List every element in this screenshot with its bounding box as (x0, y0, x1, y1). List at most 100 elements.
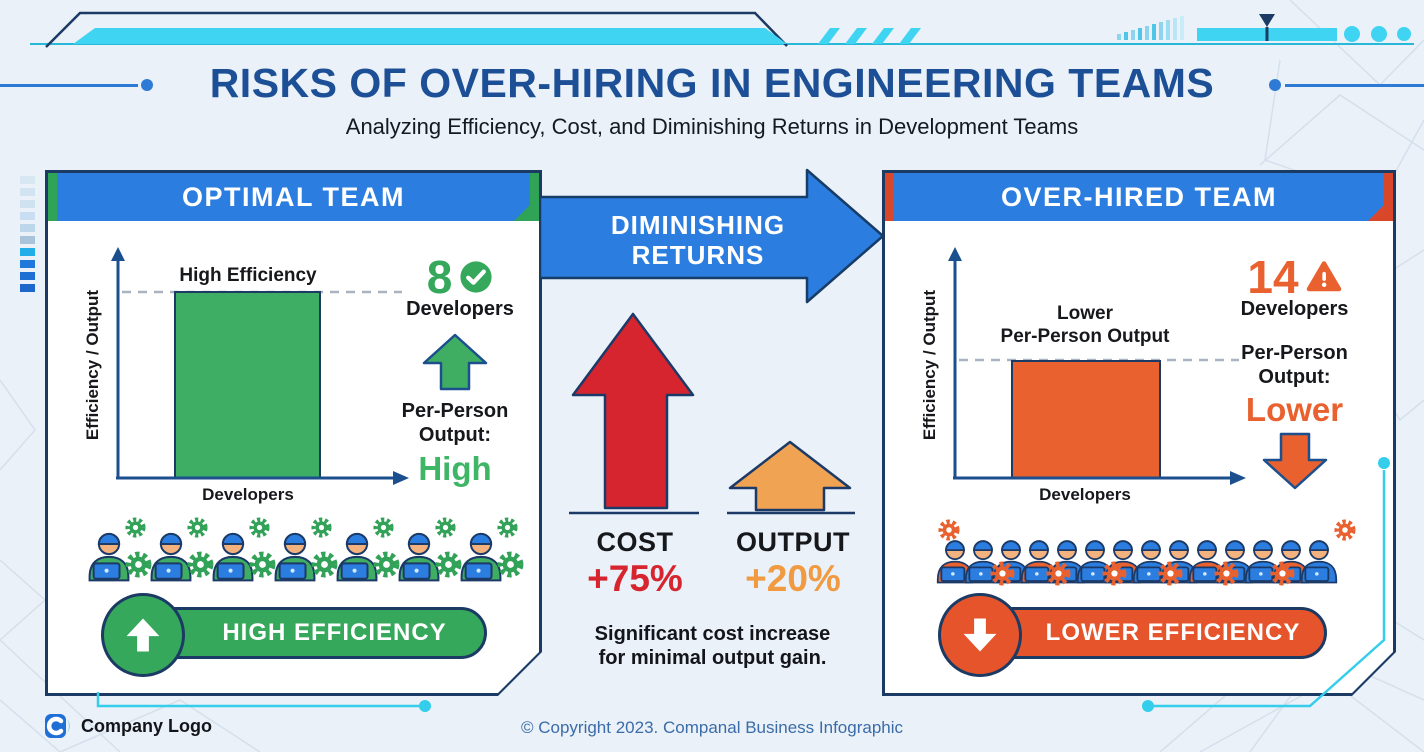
bar-annotation-2: Per-Person Output (1000, 326, 1170, 347)
developer-icon (460, 532, 502, 582)
over-hired-team-row (918, 515, 1362, 591)
up-arrow-icon (422, 333, 488, 391)
developer-unit (331, 515, 400, 591)
company-logo: Company Logo (44, 712, 212, 740)
title-dot-left (141, 79, 153, 91)
x-axis-label: Developers (202, 485, 294, 504)
diminishing-returns-label-1: DIMINISHING (610, 210, 786, 240)
developer-icon-wrap (1240, 535, 1286, 589)
optimal-team-panel: OPTIMAL TEAM Efficiency / Output High Ef… (45, 170, 542, 696)
gear-icon (125, 551, 152, 578)
per-person-label-2: Output: (418, 424, 492, 446)
copyright: © Copyright 2023. Companal Business Info… (520, 718, 904, 737)
gear-icon (1046, 561, 1071, 586)
gear-icon (373, 551, 400, 578)
side-ladder-decoration (20, 176, 35, 296)
header-bar (57, 173, 530, 221)
top-decoration (30, 11, 1414, 48)
x-axis-label: Developers (1039, 485, 1131, 504)
developer-unit (269, 515, 338, 591)
bar-annotation-1: Lower (1057, 303, 1113, 324)
cost-label: COST (596, 527, 674, 557)
gear-icon (1334, 519, 1356, 541)
over-hired-team-chart (948, 247, 1246, 485)
developer-unit (207, 515, 276, 591)
developer-unit (455, 515, 524, 591)
gear-icon (435, 517, 456, 538)
gear-icon (187, 551, 214, 578)
output-value: +20% (745, 558, 841, 599)
developer-icon (88, 532, 130, 582)
developer-icon-wrap (1128, 535, 1174, 589)
lower-efficiency-badge: LOWER EFFICIENCY (975, 607, 1327, 659)
ladder-step (20, 200, 35, 208)
ladder-step (20, 212, 35, 220)
company-logo-icon (45, 714, 70, 738)
ladder-step (20, 284, 35, 292)
gear-icon (497, 551, 524, 578)
developer-icon (398, 532, 440, 582)
developer-count: 14 (1222, 254, 1367, 300)
over-hired-team-header: OVER-HIRED TEAM (885, 173, 1393, 221)
gear-icon (1214, 561, 1239, 586)
gear-icon (938, 519, 960, 541)
optimal-team-chart (111, 247, 409, 485)
equalizer-bars-icon (1117, 16, 1184, 40)
gear-icon (249, 551, 276, 578)
gear-icon (1158, 561, 1183, 586)
developer-icon (1020, 540, 1058, 584)
warning-icon (1306, 261, 1341, 292)
gear-icon (311, 517, 332, 538)
gear-icon (249, 517, 270, 538)
developer-icon (1244, 540, 1282, 584)
cost-arrow (569, 312, 699, 515)
gear-icon (1102, 561, 1127, 586)
developer-icon-wrap (932, 535, 978, 589)
developer-icon (1300, 540, 1338, 584)
output-label: OUTPUT (736, 527, 850, 557)
note-line-1: Significant cost increase (594, 623, 831, 645)
developer-count-label: Developers (1240, 298, 1349, 320)
gear-icon (435, 551, 462, 578)
output-arrow (727, 440, 855, 515)
page-title: RISKS OF OVER-HIRING IN ENGINEERING TEAM… (209, 60, 1215, 106)
over-hired-team-title: OVER-HIRED TEAM (1000, 182, 1277, 212)
developer-icon (1132, 540, 1170, 584)
ladder-step (20, 272, 35, 280)
developer-unit (393, 515, 462, 591)
ladder-step (20, 236, 35, 244)
diminishing-returns-arrow (540, 168, 885, 304)
down-arrow-icon (1262, 432, 1328, 490)
developer-count: 8 (390, 254, 530, 300)
slider-marker-icon (1259, 14, 1275, 41)
ladder-step (20, 224, 35, 232)
footer-decoration (96, 457, 1390, 712)
developer-icon (936, 540, 974, 584)
developer-icon-wrap (1184, 535, 1230, 589)
developer-icon (336, 532, 378, 582)
developer-count-label: Developers (406, 298, 514, 320)
developer-icon (212, 532, 254, 582)
ladder-step (20, 260, 35, 268)
developer-icon (274, 532, 316, 582)
bar-annotation: High Efficiency (179, 265, 317, 286)
gear-icon (187, 517, 208, 538)
up-arrow-icon (126, 618, 160, 652)
per-person-value: Lower (1245, 391, 1344, 428)
optimal-team-row (83, 515, 524, 591)
developer-count-number: 8 (426, 251, 453, 303)
note-line-2: for minimal output gain. (598, 647, 827, 669)
gear-icon (125, 517, 146, 538)
badge-down-arrow (938, 593, 1022, 677)
developer-icon (150, 532, 192, 582)
header-bar (894, 173, 1384, 221)
title-line-right (1285, 84, 1424, 87)
developer-icon-wrap (1016, 535, 1062, 589)
per-person-label-1: Per-Person (1241, 342, 1348, 364)
developer-icon (1076, 540, 1114, 584)
down-arrow-icon (963, 618, 997, 652)
badge-up-arrow (101, 593, 185, 677)
developer-icon (1188, 540, 1226, 584)
developer-count-number: 14 (1247, 251, 1299, 303)
